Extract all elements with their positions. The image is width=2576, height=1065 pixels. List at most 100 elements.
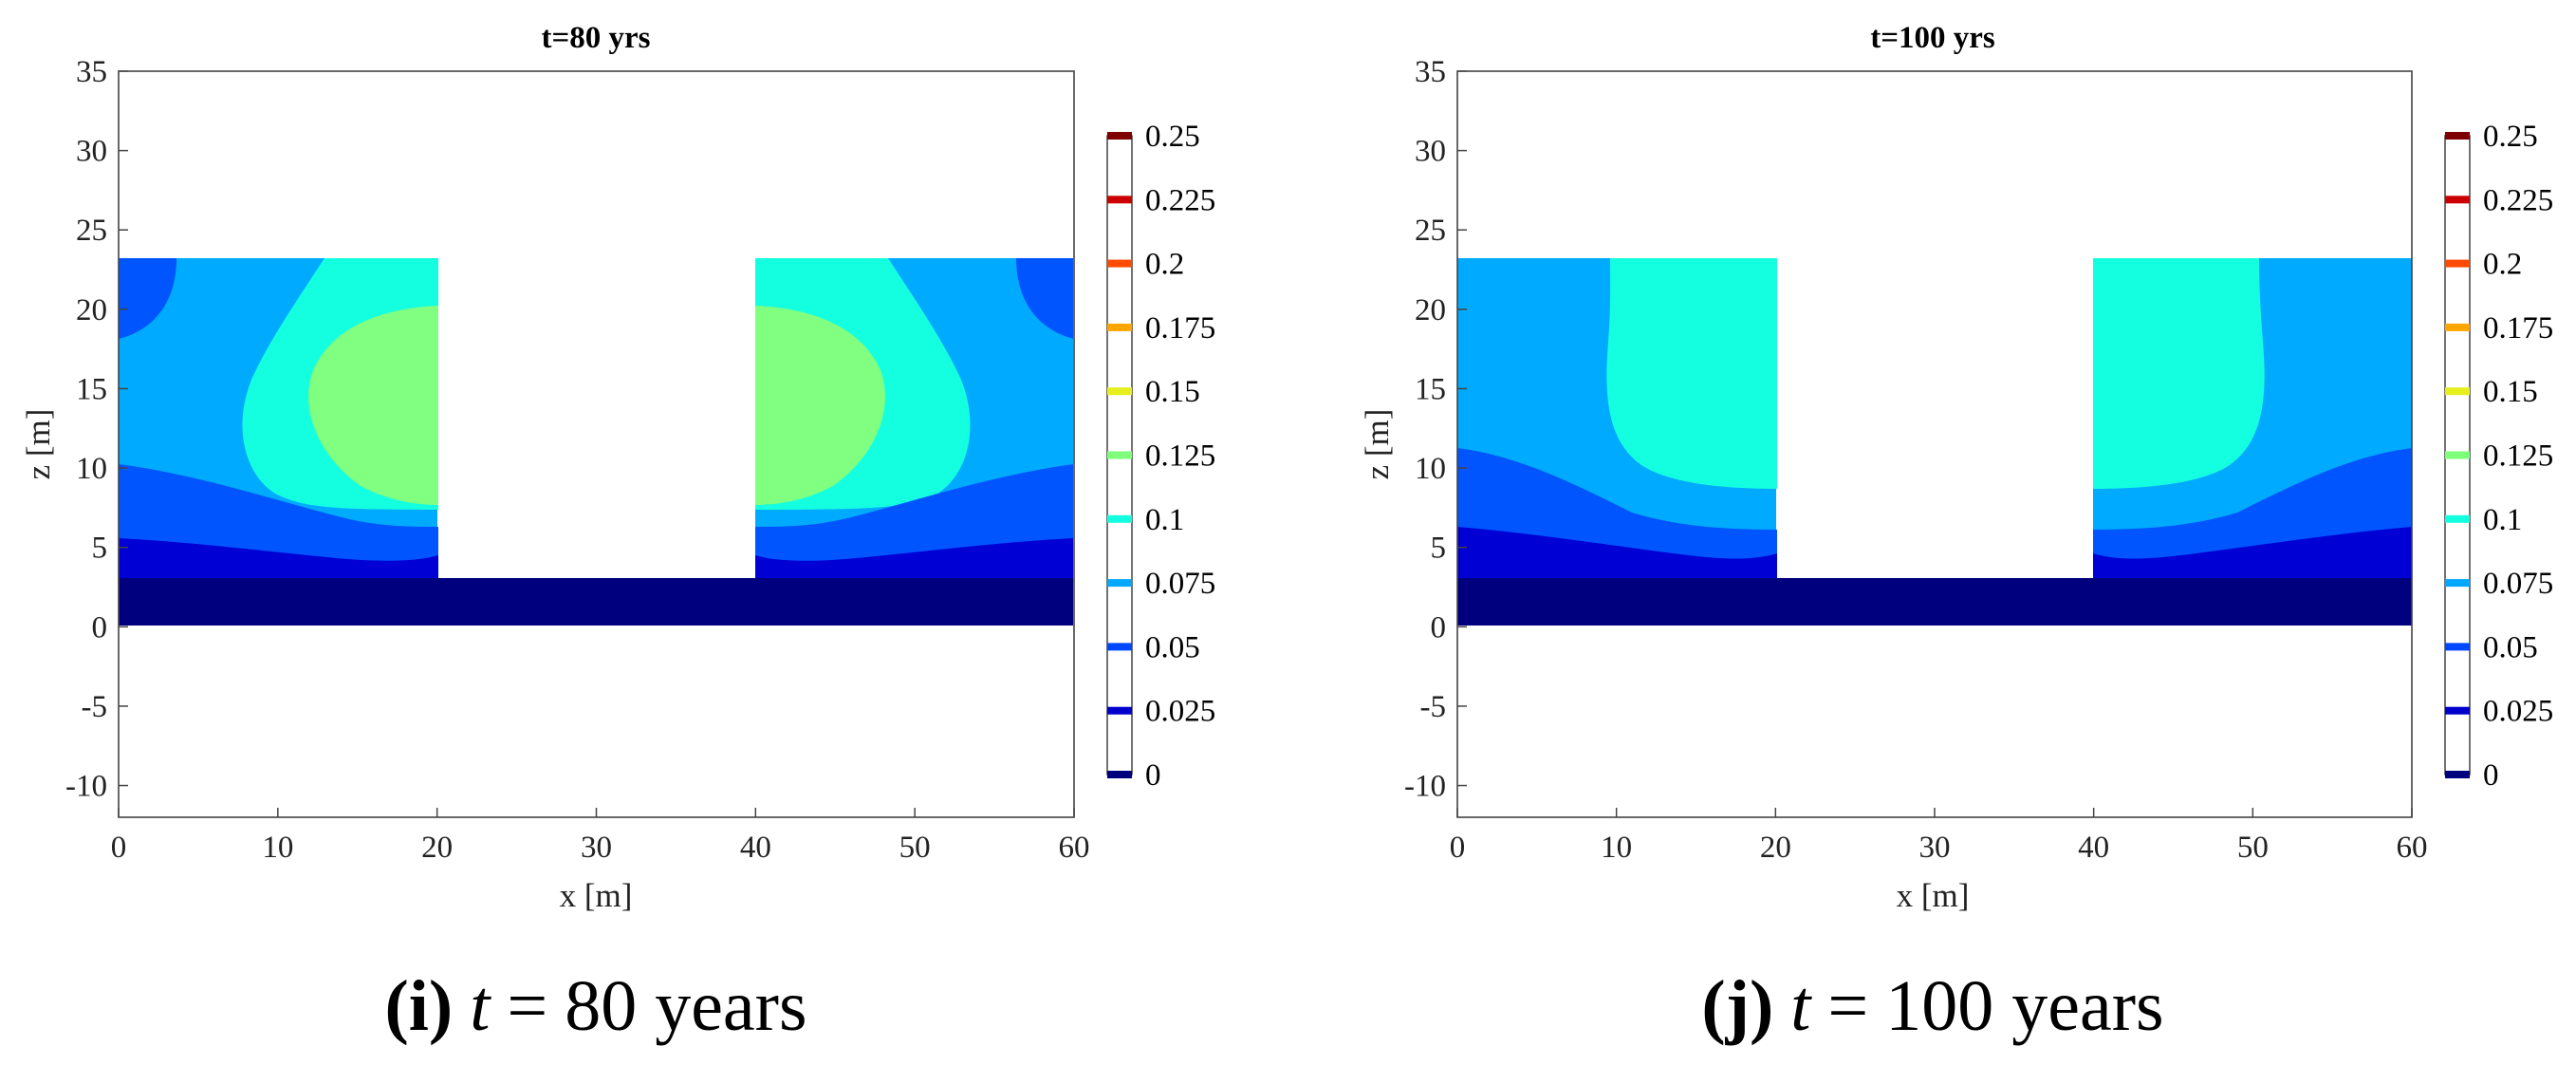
colorbar-tick-label: 0.15 [1145,375,1200,409]
colorbar-level-swatch [1107,451,1132,459]
y-tick-label: 35 [1415,55,1446,89]
colorbar-tick-label: 0.075 [1145,567,1215,601]
colorbar-level-swatch [1107,579,1132,588]
panel-j-contours [1457,258,2412,626]
colorbar-level-swatch [2445,579,2470,588]
x-tick-label: 40 [2078,831,2109,865]
y-tick-label: 0 [1431,610,1447,645]
colorbar-level-swatch [2445,771,2470,778]
colorbar-tick-label: 0.2 [1145,248,1184,282]
colorbar-level-swatch [1107,196,1132,204]
colorbar-tick-label: 0.225 [1145,183,1215,217]
colorbar-level-swatch [2445,323,2470,331]
panel-i-caption-value: 80 years [565,966,806,1046]
y-tick-label: 20 [1415,293,1446,327]
colorbar-tick-label: 0.15 [2483,375,2538,409]
y-tick-label: 30 [76,135,107,169]
colorbar-tick-label: 0.175 [1145,311,1215,346]
x-tick-label: 30 [581,831,612,865]
contour-fill-0.05 [1016,258,1073,339]
x-tick-label: 50 [2237,831,2269,865]
colorbar-level-swatch [2445,706,2470,715]
x-tick-label: 10 [262,831,293,865]
colorbar-tick-label: 0 [2483,758,2499,793]
colorbar-tick-label: 0.1 [2483,503,2522,537]
y-tick-label: -10 [65,770,107,804]
contour-fill-0.125 [308,306,438,505]
colorbar-tick-label: 0.125 [1145,439,1215,474]
contour-fill-0.125 [755,306,885,505]
y-tick-label: 25 [1415,214,1446,248]
colorbar-level-swatch [1107,643,1132,651]
colorbar-tick-label: 0.25 [2483,120,2538,154]
colorbar-tick-label: 0.175 [2483,311,2553,346]
panel-j-caption-label: (j) [1701,966,1773,1046]
colorbar-level-swatch [1107,323,1132,331]
x-tick-label: 60 [1059,831,1090,865]
y-tick-label: 15 [76,372,107,406]
panel-i-title: t=80 yrs [541,21,650,55]
colorbar-level-swatch [1107,771,1132,778]
panel-j-ylabel: z [m] [1359,409,1396,480]
y-tick-label: 5 [92,532,108,566]
contour-fill-0.1 [1606,258,1777,489]
panel-i-caption: (i) t = 80 years [384,966,806,1046]
y-tick-label: 10 [1415,452,1446,486]
contour-fill-0.05 [119,258,176,339]
panel-j-title: t=100 yrs [1870,21,1995,55]
y-tick-label: 10 [76,452,107,486]
colorbar-level-swatch [2445,451,2470,459]
panel-j-caption: (j) t = 100 years [1701,966,2163,1046]
colorbar-tick-label: 0.1 [1145,503,1184,537]
panel-i-ylabel: z [m] [20,409,57,480]
x-tick-label: 0 [1450,831,1466,865]
colorbar-tick-label: 0.05 [2483,630,2538,664]
y-tick-label: -5 [82,690,108,724]
panel-i-caption-eq: = [507,966,547,1046]
colorbar-level-swatch [1107,706,1132,715]
x-tick-label: 10 [1601,831,1632,865]
panel-j-caption-value: 100 years [1885,966,2163,1046]
colorbar-level-swatch [2445,643,2470,651]
x-tick-label: 40 [740,831,771,865]
colorbar-tick-label: 0.025 [2483,695,2553,729]
y-tick-label: 20 [76,293,107,327]
contour-fill-0 [1457,578,2412,626]
colorbar-tick-label: 0.2 [2483,248,2522,282]
x-tick-label: 30 [1919,831,1951,865]
panel-j-xlabel: x [m] [1897,877,1970,914]
colorbar-tick-label: 0.025 [1145,695,1215,729]
y-tick-label: 0 [92,610,108,645]
panel-i-caption-var: t [470,966,491,1046]
panel-i: t=80 yrs 0 10 20 30 40 50 60 -10 -5 0 5 10 15 20 25 30 3… [20,21,1215,1046]
colorbar-tick-label: 0.25 [1145,120,1200,154]
contour-fill-0.1 [2093,258,2265,489]
panel-j-caption-eq: = [1827,966,1868,1046]
colorbar-level-swatch [2445,196,2470,204]
y-tick-label: 15 [1415,372,1446,406]
y-tick-label: 35 [76,55,107,89]
colorbar-tick-label: 0.225 [2483,183,2553,217]
colorbar-level-swatch [1107,132,1132,140]
x-tick-label: 0 [111,831,127,865]
colorbar-level-swatch [2445,387,2470,396]
colorbar-level-swatch [2445,514,2470,523]
panel-i-caption-label: (i) [384,966,453,1046]
x-tick-label: 20 [1760,831,1791,865]
colorbar-level-swatch [1107,514,1132,523]
contour-fill-0 [119,578,1073,626]
colorbar-level-swatch [2445,132,2470,140]
x-tick-label: 60 [2397,831,2428,865]
y-tick-label: -5 [1420,690,1447,724]
x-tick-label: 20 [421,831,453,865]
x-tick-label: 50 [899,831,931,865]
panel-i-contours [119,258,1073,626]
y-tick-label: 5 [1431,532,1447,566]
colorbar-level-swatch [1107,387,1132,396]
colorbar-tick-label: 0.125 [2483,439,2553,474]
colorbar-tick-label: 0 [1145,758,1161,793]
colorbar-tick-label: 0.075 [2483,567,2553,601]
colorbar-level-swatch [1107,259,1132,268]
panel-j: t=100 yrs 0 10 20 30 40 50 60 -10 -5 0 5 10 15 20 25 30… [1359,21,2553,1046]
